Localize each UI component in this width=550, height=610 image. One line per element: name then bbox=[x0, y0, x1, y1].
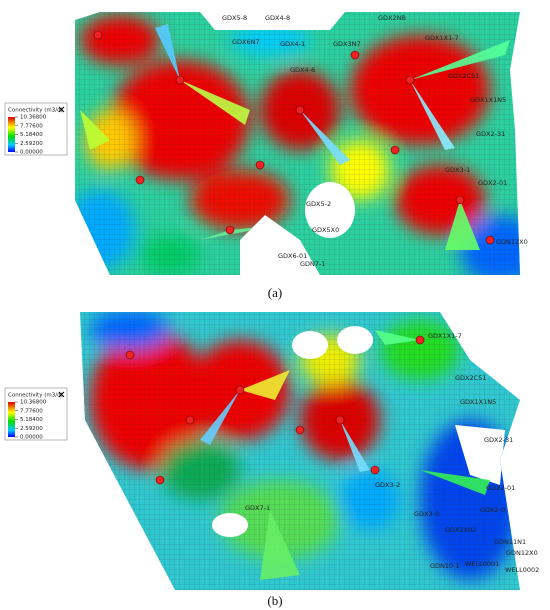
close-button[interactable] bbox=[58, 391, 65, 398]
legend-tick-label: 7.77600 bbox=[20, 123, 43, 129]
well-label: GDN11N1 bbox=[494, 538, 526, 546]
legend-tick-label: 2.59200 bbox=[20, 426, 43, 432]
legend-box bbox=[4, 387, 68, 441]
legend-tick-label: 7.77600 bbox=[20, 408, 43, 414]
color-bar bbox=[8, 402, 15, 437]
close-button[interactable] bbox=[58, 106, 65, 113]
legend-tick-label: 10.36800 bbox=[20, 400, 47, 406]
well-label: GDX4-1 bbox=[280, 40, 305, 48]
well-label: WELL0001 bbox=[465, 560, 499, 568]
legend-tick-label: 0.00000 bbox=[20, 150, 43, 156]
well-label: GDX5-8 bbox=[222, 14, 247, 22]
well-label: GDX2-01 bbox=[486, 484, 515, 492]
well-label: GDX3N7 bbox=[333, 40, 361, 48]
well-labels-a: GDX5-8 GDX4-8 GDX2NB GDX1X1-7 GDX4-1 GDX… bbox=[222, 14, 528, 268]
legend-tick-label: 2.59200 bbox=[20, 141, 43, 147]
well-label: GDX1X1-7 bbox=[425, 34, 459, 42]
well-label: GDX4-8 bbox=[265, 14, 290, 22]
well-label: GDN7-1 bbox=[300, 260, 326, 268]
legend-tick-label: 10.36800 bbox=[20, 115, 47, 121]
well-label: GDX3-0 bbox=[414, 510, 439, 518]
map-a bbox=[75, 12, 520, 275]
well-label: GDX2-31 bbox=[476, 130, 505, 138]
legend: Connectivity (m3/d) 10.36800 7.77600 5.184… bbox=[4, 102, 68, 156]
caption: (b) bbox=[267, 593, 282, 608]
well-label: GDX6N7 bbox=[232, 38, 260, 46]
well-label: GDX1X1-7 bbox=[428, 332, 462, 340]
well-label: GDN10-1 bbox=[430, 562, 460, 570]
well-label: GDN12X0 bbox=[496, 238, 528, 246]
well-label: GDX2C51 bbox=[455, 374, 486, 382]
map-b bbox=[80, 312, 520, 590]
well-label: GDN12X0 bbox=[506, 549, 538, 557]
legend-title: Connectivity (m3/d) bbox=[8, 108, 63, 114]
well-label: GDX3-2 bbox=[375, 481, 400, 489]
well-label: GDX1X1N5 bbox=[460, 398, 496, 406]
legend: Connectivity (m3/d) 10.36800 7.77600 5.184… bbox=[4, 387, 68, 441]
well-label: GDX1X1N5 bbox=[470, 96, 506, 104]
legend-title: Connectivity (m3/d) bbox=[8, 393, 63, 399]
well-label: GDX2-0 bbox=[480, 506, 505, 514]
legend-tick-label: 0.00000 bbox=[20, 435, 43, 441]
well-label: GDX4-6 bbox=[290, 66, 315, 74]
well-label: GDX3-1 bbox=[445, 166, 470, 174]
well-label: GDX5X0 bbox=[312, 226, 339, 234]
legend-tick-label: 5.18400 bbox=[20, 417, 43, 423]
well-label: GDX2X02 bbox=[445, 526, 476, 534]
color-bar bbox=[8, 117, 15, 152]
well-label: GDX2NB bbox=[378, 14, 406, 22]
well-labels-b: GDX1X1-7 GDX2C51 GDX1X1N5 GDX2-31 GDX2-0… bbox=[245, 332, 539, 574]
well-label: GDX2C51 bbox=[448, 72, 479, 80]
well-label: GDX2-31 bbox=[484, 436, 513, 444]
well-label: WELL0002 bbox=[505, 566, 539, 574]
legend-tick-label: 5.18400 bbox=[20, 132, 43, 138]
legend-box bbox=[4, 102, 68, 156]
well-label: GDX7-1 bbox=[245, 504, 270, 512]
caption: (a) bbox=[268, 285, 282, 300]
well-label: GDX5-2 bbox=[306, 200, 331, 208]
well-label: GDX6-01 bbox=[278, 252, 307, 260]
well-label: GDX2-01 bbox=[478, 179, 507, 187]
